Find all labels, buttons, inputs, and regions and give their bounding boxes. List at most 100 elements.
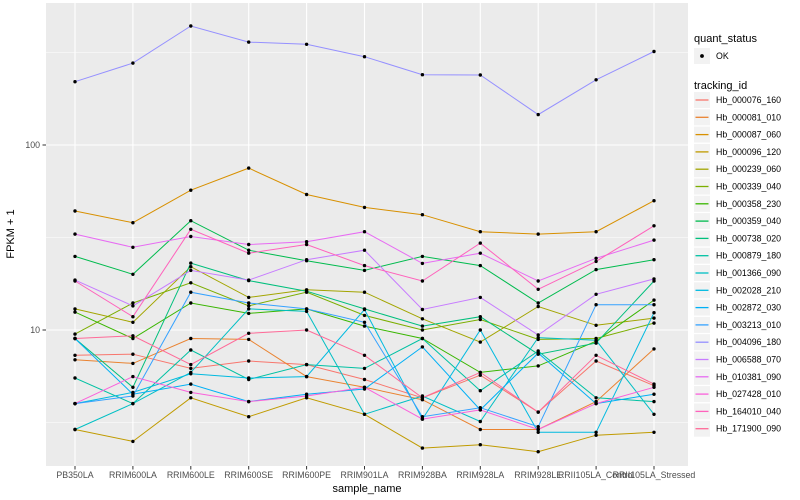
data-point <box>247 40 251 44</box>
data-point <box>189 362 193 367</box>
x-axis-title: sample_name <box>332 483 401 495</box>
data-point <box>362 268 367 273</box>
data-point <box>536 112 540 117</box>
data-point <box>478 443 482 447</box>
legend-item-label: Hb_000358_230 <box>716 199 781 209</box>
data-point <box>652 321 656 325</box>
data-point <box>420 213 425 217</box>
legend-item-label: Hb_006588_070 <box>716 355 781 365</box>
data-point <box>131 374 135 379</box>
data-point <box>304 328 309 332</box>
data-point <box>652 311 656 315</box>
data-point <box>304 374 309 379</box>
data-point <box>189 301 193 305</box>
data-point <box>131 301 135 305</box>
data-point <box>247 399 251 404</box>
panel-background <box>46 3 688 466</box>
data-point <box>536 304 540 309</box>
data-point <box>131 394 135 398</box>
data-point <box>131 401 135 406</box>
data-point <box>362 55 367 59</box>
data-point <box>478 315 482 319</box>
data-point <box>189 219 193 223</box>
legend-item: Hb_000359_040 <box>694 213 781 230</box>
data-point <box>652 382 656 386</box>
data-point <box>304 192 309 197</box>
data-point <box>73 332 77 336</box>
data-point <box>304 394 309 398</box>
data-point <box>652 224 656 228</box>
data-point <box>420 324 425 328</box>
data-point <box>536 287 540 291</box>
data-point <box>478 370 482 375</box>
data-point <box>362 307 367 312</box>
data-point <box>594 396 598 400</box>
data-point <box>652 316 656 320</box>
legend-item: Hb_000076_160 <box>694 92 781 108</box>
data-point <box>247 301 251 305</box>
data-point <box>420 73 425 77</box>
data-point <box>304 307 309 311</box>
data-point <box>420 345 425 349</box>
x-tick-label: RRII105LA_Control <box>558 470 634 480</box>
data-point <box>362 324 367 328</box>
data-point <box>247 242 251 247</box>
x-tick-label: RRII105LA_Stressed <box>613 470 696 480</box>
data-point <box>73 209 77 213</box>
data-point <box>304 362 309 367</box>
data-point <box>594 323 598 327</box>
axis-layer: 10 100 PB350LA RRIM600LA RRIM600LE RRIM600SE R… <box>25 140 695 480</box>
data-point <box>131 320 135 324</box>
x-tick-label: RRIM600PE <box>282 470 331 480</box>
legend-item: Hb_010381_090 <box>694 368 781 385</box>
data-point <box>420 396 425 400</box>
data-point <box>594 430 598 434</box>
data-point <box>652 258 656 262</box>
data-point <box>536 425 540 429</box>
legend-item-label: Hb_000096_120 <box>716 147 781 157</box>
data-point <box>189 281 193 285</box>
legend-item-label: Hb_001366_090 <box>716 268 781 278</box>
data-point <box>73 80 77 84</box>
data-point <box>362 385 367 389</box>
data-point <box>131 245 135 249</box>
data-point <box>362 205 367 210</box>
data-point <box>131 352 135 356</box>
data-point <box>362 377 367 382</box>
legend-item: Hb_000081_010 <box>694 109 781 126</box>
data-point <box>362 248 367 252</box>
data-point <box>420 279 425 283</box>
legend-item: Hb_000087_060 <box>694 126 781 143</box>
legend-item: Hb_001366_090 <box>694 265 781 281</box>
data-point <box>304 289 309 293</box>
data-point <box>189 188 193 192</box>
legend-item: Hb_027428_010 <box>694 386 781 403</box>
legend-item-label: Hb_000738_020 <box>716 233 781 243</box>
data-point <box>478 73 482 77</box>
data-point <box>247 376 251 380</box>
data-point <box>536 430 540 434</box>
data-point <box>189 268 193 273</box>
data-point <box>536 450 540 454</box>
data-point <box>594 230 598 234</box>
data-point <box>304 242 309 247</box>
legend-item-label: Hb_004096_180 <box>716 337 781 347</box>
data-point <box>652 412 656 416</box>
data-point <box>189 227 193 231</box>
data-point <box>247 304 251 308</box>
data-point <box>189 290 193 294</box>
data-point <box>247 337 251 342</box>
data-point <box>362 230 367 234</box>
data-point <box>189 234 193 239</box>
data-point <box>536 335 540 340</box>
x-tick-label: RRIM600LE <box>167 470 215 480</box>
data-point <box>189 396 193 400</box>
legend-tracking-id-title: tracking_id <box>694 80 747 92</box>
data-point <box>594 359 598 363</box>
data-point <box>362 366 367 371</box>
data-point <box>652 277 656 281</box>
legend-item: Hb_000096_120 <box>694 143 781 160</box>
legend-item: Hb_002872_030 <box>694 299 781 316</box>
data-point <box>189 382 193 386</box>
